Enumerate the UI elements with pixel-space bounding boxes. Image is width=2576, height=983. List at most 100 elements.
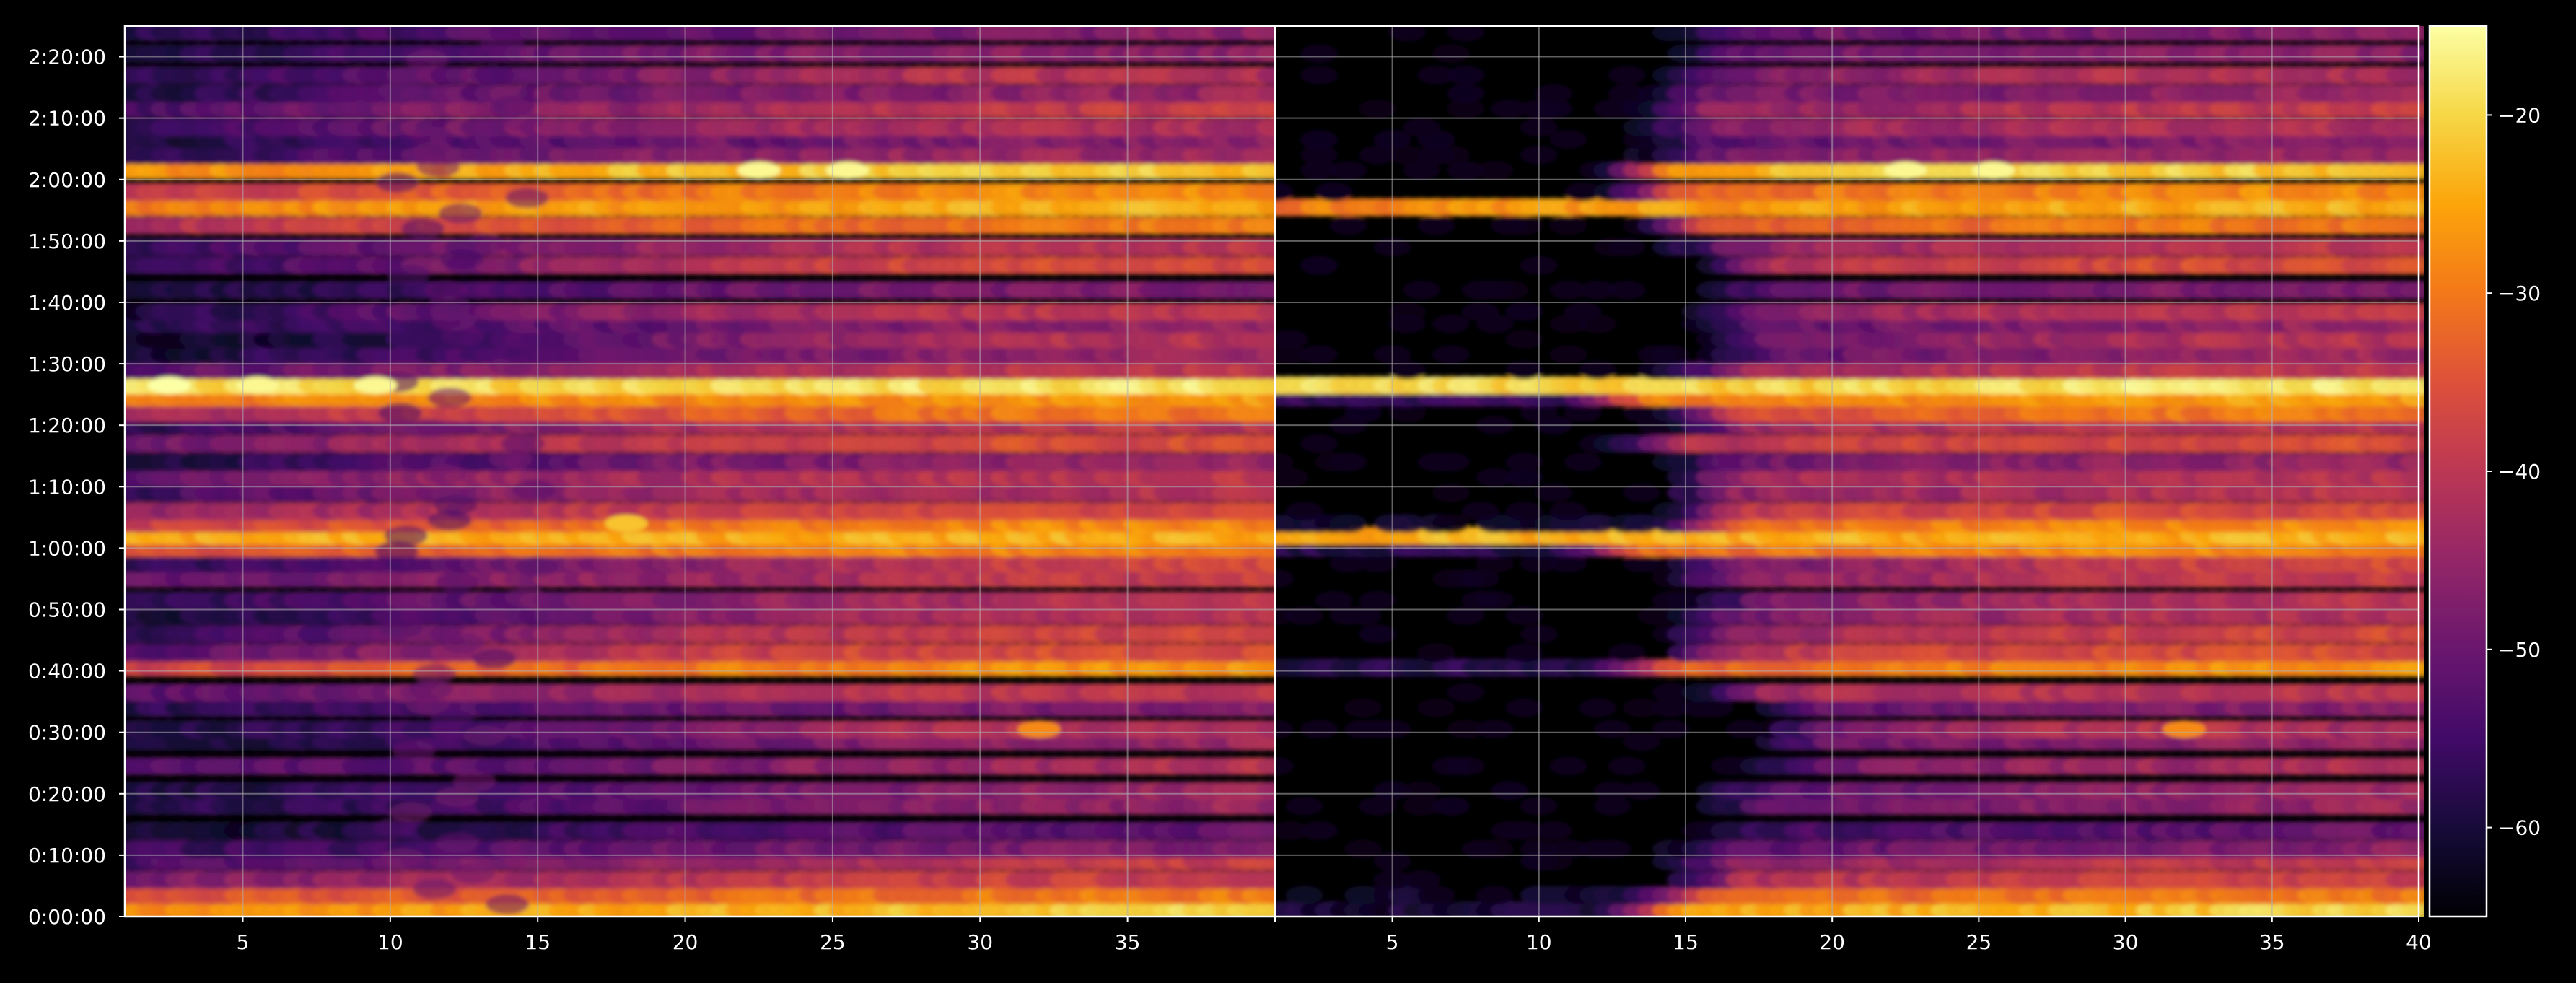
heat-cell-band-11 (1417, 698, 1455, 717)
heat-cell-band-19 (1256, 554, 1275, 573)
heat-cell-band-8 (1549, 756, 1587, 776)
heat-cell-band-26 (1256, 453, 1275, 472)
bright-spot-1 (825, 162, 869, 179)
heat-cell-band-11 (1344, 698, 1382, 717)
heat-cell-band-8 (1608, 756, 1646, 776)
heat-cell-band-11 (1505, 698, 1543, 717)
heat-cell-texture (416, 157, 460, 178)
heat-cell-band-48 (1256, 84, 1275, 103)
heat-cell-texture (424, 279, 468, 300)
bright-spot-8 (1017, 720, 1061, 738)
heat-cell-texture (440, 249, 484, 270)
heat-cell-band-16 (1256, 606, 1275, 625)
heat-cell-band-2 (1403, 870, 1441, 889)
heat-cell-texture (428, 387, 472, 408)
bright-spot-7 (604, 515, 648, 533)
heat-cell-texture (406, 694, 450, 715)
heat-cell-band-44 (1256, 145, 1275, 165)
heat-cell-band-47 (1256, 99, 1275, 118)
heat-cell-texture (428, 510, 472, 531)
heat-cell-band-27 (1256, 434, 1275, 453)
heat-cell-band-1 (1476, 886, 1514, 905)
heat-cell-texture (500, 110, 544, 131)
heat-cell-band-23 (1256, 502, 1275, 521)
heat-cell-band-11 (1256, 698, 1275, 717)
heat-cell-texture (401, 218, 445, 239)
heat-cell-band-37 (1256, 280, 1275, 300)
heat-cell-texture (470, 65, 514, 86)
heat-cell-texture (489, 449, 533, 469)
heat-cell-texture (412, 141, 456, 162)
heat-cell-texture (413, 663, 457, 684)
heat-cell-texture (512, 479, 556, 500)
heat-cell-texture (373, 817, 417, 838)
heat-cell-band-32 (1256, 360, 1275, 380)
heat-cell-texture (387, 264, 431, 285)
heat-cell-texture (452, 771, 496, 792)
heat-cell-texture (492, 95, 536, 116)
heat-cell-band-17 (1256, 590, 1275, 610)
heat-cell-band-33 (1256, 345, 1275, 364)
heat-cell-texture (392, 740, 436, 761)
heat-cell-texture (438, 203, 482, 224)
heat-cell-band-1 (1256, 886, 1275, 905)
heat-cell-texture (441, 633, 485, 654)
heat-cell-texture (505, 188, 549, 209)
heat-cell-band-2 (1256, 870, 1275, 889)
heat-cell-texture (409, 679, 453, 700)
bright-spot-4 (147, 376, 191, 394)
heat-cell-texture (389, 802, 433, 823)
heat-cell-band-51 (1256, 26, 1275, 42)
heat-cell-band-24 (1256, 483, 1275, 502)
heat-cell-texture (441, 326, 485, 346)
heat-cell-band-5 (1256, 821, 1275, 840)
heat-cell-band-50 (1256, 44, 1275, 64)
heat-cell-band-40 (1256, 216, 1275, 235)
heat-cell-band-42 (1256, 182, 1275, 201)
heat-cell-band-12 (1447, 683, 1485, 702)
heat-cell-texture (384, 525, 428, 546)
heat-cell-texture (463, 234, 507, 255)
heat-cell-texture (435, 572, 479, 593)
heat-cell-band-10 (1476, 720, 1514, 739)
heat-cell-texture (431, 310, 476, 331)
heat-cell-band-14 (1608, 643, 1646, 663)
heat-cell-texture (430, 709, 474, 730)
heat-cell-texture (381, 848, 425, 869)
heat-cell-band-10 (1593, 720, 1631, 739)
heat-cell-texture (489, 357, 533, 377)
heat-cell-texture (493, 341, 537, 362)
heat-cell-band-7 (1623, 781, 1660, 800)
heat-cell-band-39 (1256, 237, 1275, 257)
heat-cell-band-13 (1256, 658, 1275, 678)
heat-cell-texture (473, 648, 517, 669)
heat-cell-texture (371, 756, 414, 777)
heat-cell-band-5 (1535, 821, 1573, 840)
heat-cell-texture (501, 433, 545, 454)
heat-cell-band-1 (1285, 886, 1323, 905)
heat-cell-band-0 (1256, 901, 1275, 917)
heat-cell-band-31 (1256, 375, 1275, 395)
heat-cell-band-18 (1256, 569, 1275, 588)
heat-cell-band-11 (1579, 698, 1617, 717)
bright-spot-6 (354, 376, 398, 394)
heat-cell-band-41 (1256, 198, 1275, 217)
heat-cell-band-36 (1256, 302, 1275, 321)
heat-cell-band-6 (1256, 796, 1275, 816)
heat-cell-texture (434, 494, 478, 515)
heat-cell-band-14 (1417, 643, 1455, 663)
heat-cell-texture (422, 464, 466, 485)
heat-cell-texture (411, 126, 455, 147)
heat-cell-band-10 (1652, 720, 1690, 739)
heat-cell-band-7 (1491, 781, 1529, 800)
heat-cell-texture (451, 863, 495, 884)
heat-cell-band-5 (1300, 821, 1338, 840)
heat-cell-band-14 (1256, 643, 1275, 663)
bright-spot-5 (235, 376, 279, 394)
heat-cell-band-8 (1256, 756, 1275, 776)
heat-cell-band-10 (1256, 720, 1275, 739)
heat-cell-texture (427, 295, 471, 316)
heat-cell-band-38 (1256, 255, 1275, 275)
heatmap-panel-right (1275, 26, 2424, 917)
